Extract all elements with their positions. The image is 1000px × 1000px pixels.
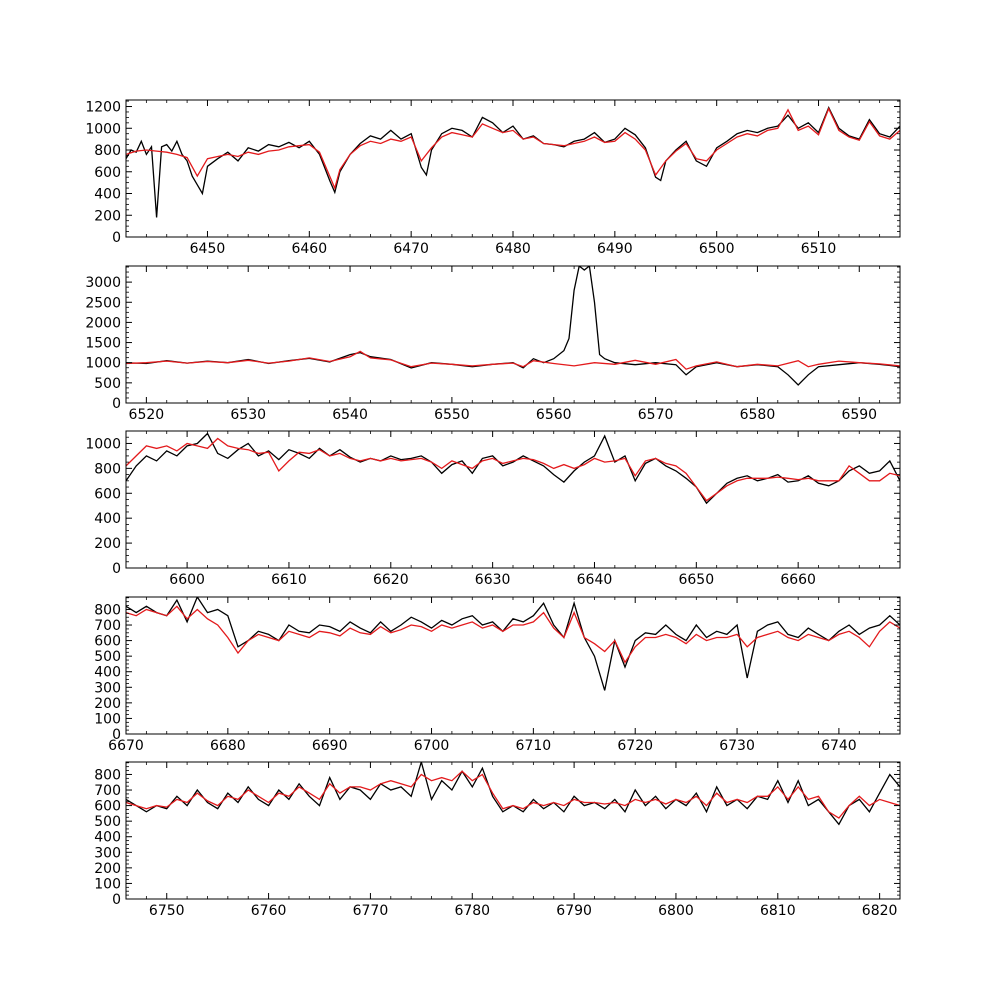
y-tick-label: 800 <box>94 143 121 159</box>
y-tick-label: 0 <box>112 396 121 412</box>
y-tick-label: 200 <box>94 696 121 712</box>
y-tick-label: 1000 <box>85 356 121 372</box>
x-tick-label: 6470 <box>393 241 429 257</box>
y-tick-label: 500 <box>94 376 121 392</box>
x-tick-label: 6660 <box>780 572 816 588</box>
axes-frame <box>125 761 901 900</box>
x-tick-label: 6760 <box>251 903 287 919</box>
x-tick-label: 6630 <box>475 572 511 588</box>
y-tick-label: 400 <box>94 511 121 527</box>
x-tick-label: 6740 <box>821 738 857 754</box>
x-tick-label: 6600 <box>169 572 205 588</box>
y-tick-label: 700 <box>94 618 121 634</box>
axes-frame <box>125 265 901 404</box>
x-tick-label: 6690 <box>312 738 348 754</box>
x-tick-label: 6560 <box>536 407 572 423</box>
y-tick-label: 400 <box>94 830 121 846</box>
x-tick-label: 6510 <box>801 241 837 257</box>
x-tick-label: 6490 <box>597 241 633 257</box>
spectrum-panel-5: 6750 6760 6770 6780 6790 6800 6810 6820 01002003… <box>94 761 901 919</box>
y-tick-label: 600 <box>94 165 121 181</box>
y-tick-label: 1500 <box>85 336 121 352</box>
y-tick-label: 700 <box>94 783 121 799</box>
y-tick-label: 300 <box>94 845 121 861</box>
y-tick-label: 100 <box>94 876 121 892</box>
x-tick-label: 6800 <box>658 903 694 919</box>
y-tick-label: 200 <box>94 536 121 552</box>
x-tick-label: 6530 <box>230 407 266 423</box>
x-tick-label: 6540 <box>332 407 368 423</box>
y-tick-label: 400 <box>94 187 121 203</box>
x-tick-label: 6790 <box>556 903 592 919</box>
axes-frame <box>125 99 901 238</box>
x-tick-label: 6720 <box>617 738 653 754</box>
x-tick-label: 6460 <box>291 241 327 257</box>
series-line-observed <box>126 266 900 386</box>
x-tick-label: 6450 <box>190 241 226 257</box>
y-tick-label: 300 <box>94 680 121 696</box>
x-tick-label: 6750 <box>149 903 185 919</box>
x-tick-label: 6580 <box>740 407 776 423</box>
y-tick-label: 0 <box>112 727 121 743</box>
x-tick-label: 6820 <box>862 903 898 919</box>
x-tick-label: 6810 <box>760 903 796 919</box>
x-tick-label: 6650 <box>678 572 714 588</box>
series-line-observed <box>126 597 900 691</box>
x-tick-label: 6550 <box>434 407 470 423</box>
x-tick-label: 6730 <box>719 738 755 754</box>
x-tick-label: 6610 <box>271 572 307 588</box>
y-tick-label: 200 <box>94 208 121 224</box>
y-tick-label: 2000 <box>85 315 121 331</box>
x-tick-label: 6590 <box>841 407 877 423</box>
spectrum-panel-3: 6600 6610 6620 6630 6640 6650 6660 0 200 400 600 80… <box>85 430 901 588</box>
series-line-model <box>126 437 900 502</box>
y-tick-label: 1200 <box>85 100 121 116</box>
y-tick-label: 600 <box>94 799 121 815</box>
series-line-model <box>126 770 900 819</box>
y-tick-label: 100 <box>94 711 121 727</box>
axes-frame <box>125 430 901 569</box>
y-tick-label: 1000 <box>85 436 121 452</box>
x-tick-label: 6500 <box>699 241 735 257</box>
x-tick-label: 6770 <box>353 903 389 919</box>
x-tick-label: 6700 <box>414 738 450 754</box>
y-tick-label: 2500 <box>85 295 121 311</box>
y-tick-label: 500 <box>94 814 121 830</box>
x-tick-label: 6480 <box>495 241 531 257</box>
y-tick-label: 0 <box>112 230 121 246</box>
y-tick-label: 200 <box>94 861 121 877</box>
x-tick-label: 6710 <box>516 738 552 754</box>
spectrum-panel-4: 6670 6680 6690 6700 6710 6720 6730 6740 01002003… <box>94 596 901 754</box>
y-tick-label: 0 <box>112 892 121 908</box>
x-tick-label: 6640 <box>577 572 613 588</box>
x-tick-label: 6670 <box>108 738 144 754</box>
y-tick-label: 400 <box>94 665 121 681</box>
y-tick-label: 800 <box>94 461 121 477</box>
y-tick-label: 800 <box>94 767 121 783</box>
series-line-observed <box>126 762 900 826</box>
spectrum-panel-2: 6520 6530 6540 6550 6560 6570 6580 6590 0 500 1000… <box>85 265 901 423</box>
series-line-observed <box>126 106 900 218</box>
series-line-observed <box>126 432 900 505</box>
x-tick-label: 6780 <box>454 903 490 919</box>
x-tick-label: 6570 <box>638 407 674 423</box>
x-tick-label: 6620 <box>373 572 409 588</box>
series-line-model <box>126 605 900 664</box>
y-tick-label: 0 <box>112 561 121 577</box>
x-tick-label: 6680 <box>210 738 246 754</box>
y-tick-label: 500 <box>94 649 121 665</box>
y-tick-label: 600 <box>94 486 121 502</box>
spectrum-panel-1: 6450 6460 6470 6480 6490 6500 6510 0 200 400 600 80… <box>85 99 901 257</box>
y-tick-label: 800 <box>94 602 121 618</box>
axes-frame <box>125 596 901 735</box>
y-tick-label: 1000 <box>85 121 121 137</box>
x-tick-label: 6520 <box>129 407 165 423</box>
y-tick-label: 3000 <box>85 275 121 291</box>
series-line-model <box>126 350 900 370</box>
series-line-model <box>126 107 900 191</box>
y-tick-label: 600 <box>94 634 121 650</box>
